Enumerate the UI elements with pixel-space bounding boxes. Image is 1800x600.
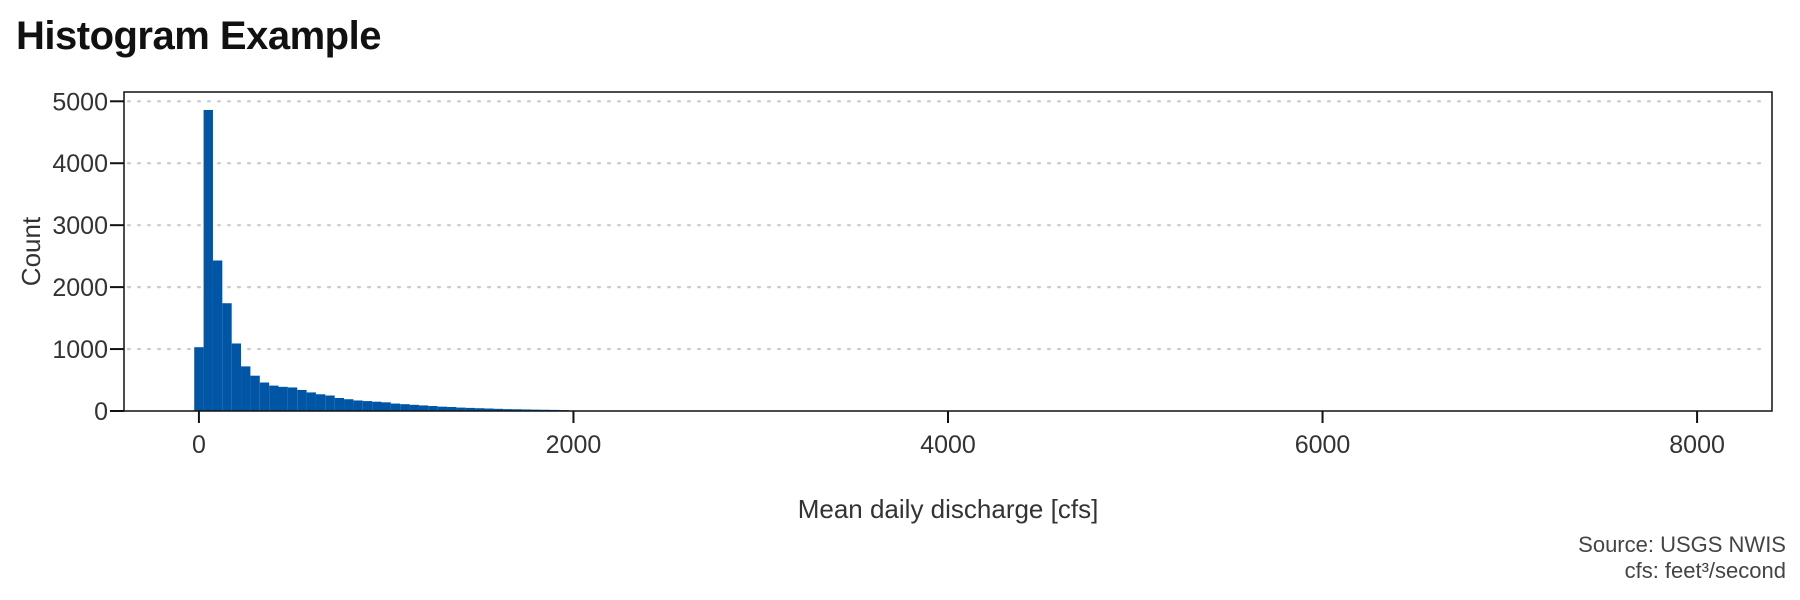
bar-bin-9 [278, 386, 288, 411]
bar-bin-18 [362, 401, 373, 411]
bar-bin-29 [465, 407, 476, 411]
bar-bin-24 [418, 405, 429, 411]
bar-bin-32 [493, 408, 504, 411]
bar-bin-10 [287, 387, 298, 411]
x-tick-label-6000: 6000 [1295, 431, 1351, 459]
bar-bin-26 [437, 406, 448, 411]
x-axis-label: Mean daily discharge [cfs] [798, 494, 1099, 524]
x-tick-label-4000: 4000 [920, 431, 976, 459]
bar-bin-21 [390, 403, 401, 411]
bar-bin-4 [231, 343, 242, 411]
x-tick-label-8000: 8000 [1669, 431, 1725, 459]
bar-bin-1 [203, 109, 213, 411]
bar-bin-19 [372, 401, 382, 411]
bar-bin-7 [259, 382, 270, 411]
bar-bin-27 [447, 406, 457, 411]
plot-frame [123, 91, 1773, 412]
units-note: cfs: feet³/second [1624, 558, 1786, 583]
axes: 0 1000 2000 3000 4000 5000 0 2000 4000 6000 8000 [52, 88, 1725, 459]
bar-bin-30 [475, 408, 485, 411]
bar-bin-5 [241, 366, 251, 411]
source-note: Source: USGS NWIS [1578, 532, 1786, 557]
bar-bin-3 [222, 303, 232, 411]
histogram-bars [194, 109, 569, 411]
y-axis-label: Count [16, 216, 46, 286]
gridlines [126, 100, 1770, 351]
bar-bin-16 [344, 399, 354, 411]
chart-title: Histogram Example [16, 14, 381, 58]
bar-bin-2 [212, 260, 223, 411]
bar-bin-33 [503, 409, 513, 411]
bar-bin-28 [456, 407, 466, 411]
bar-bin-22 [400, 404, 410, 411]
bar-bin-31 [484, 408, 494, 411]
bar-bin-17 [353, 400, 363, 411]
bar-bin-34 [512, 409, 522, 411]
bar-bin-11 [297, 389, 307, 411]
bar-bin-15 [334, 397, 345, 411]
bar-bin-13 [315, 394, 326, 411]
bar-bin-20 [381, 402, 391, 411]
y-tick-label-1000: 1000 [52, 336, 108, 364]
bar-bin-0 [194, 347, 204, 411]
y-tick-label-3000: 3000 [52, 212, 108, 240]
bar-bin-14 [325, 395, 335, 411]
x-tick-label-0: 0 [192, 431, 206, 459]
bar-bin-35 [521, 409, 532, 411]
y-tick-label-0: 0 [94, 398, 108, 426]
chart-caption: Source: USGS NWIS cfs: feet³/second [1578, 532, 1786, 584]
x-tick-label-2000: 2000 [546, 431, 602, 459]
bar-bin-8 [269, 385, 279, 411]
y-tick-label-4000: 4000 [52, 150, 108, 178]
bar-bin-25 [428, 406, 438, 411]
bar-bin-12 [306, 392, 316, 411]
y-tick-label-5000: 5000 [52, 88, 108, 116]
bar-bin-23 [409, 404, 419, 411]
bar-bin-6 [250, 375, 260, 411]
y-tick-label-2000: 2000 [52, 274, 108, 302]
